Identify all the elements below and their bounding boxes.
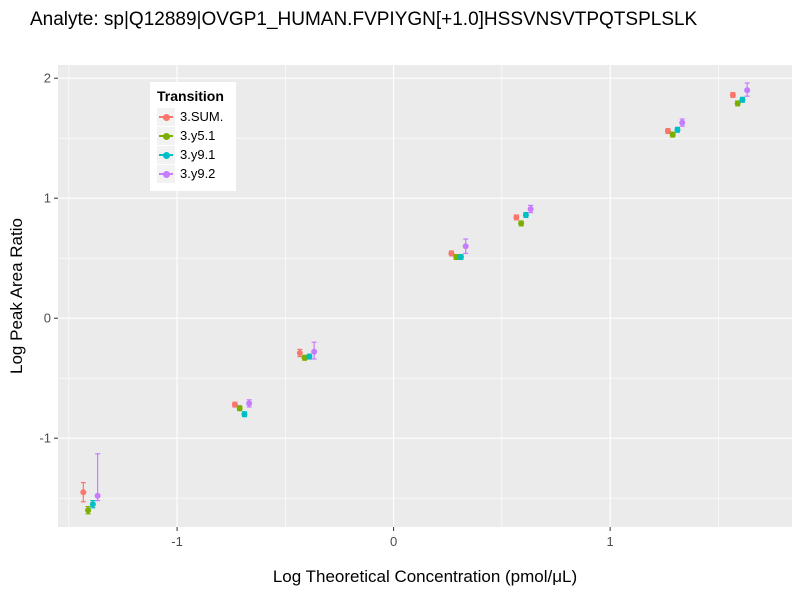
data-point — [246, 400, 253, 407]
data-point — [462, 243, 469, 250]
data-point — [518, 220, 525, 227]
y-tick-label: -1 — [39, 431, 51, 446]
x-axis-title: Log Theoretical Concentration (pmol/μL) — [272, 567, 578, 586]
legend-item: 3.SUM. — [157, 107, 224, 126]
data-point — [527, 206, 534, 212]
data-point — [457, 254, 464, 260]
legend-label: 3.SUM. — [180, 109, 224, 124]
legend-label: 3.y9.1 — [180, 147, 216, 162]
legend-key-dot — [163, 113, 170, 121]
data-point — [80, 489, 87, 496]
data-point — [734, 100, 741, 107]
data-point — [669, 131, 676, 138]
data-point — [744, 87, 751, 94]
chart-title: Analyte: sp|Q12889|OVGP1_HUMAN.FVPIYGN[+… — [30, 9, 698, 30]
data-point — [296, 350, 303, 356]
y-tick-label: 0 — [44, 311, 51, 326]
y-tick-label: 1 — [44, 191, 51, 206]
data-point — [89, 501, 96, 508]
legend-key-icon — [157, 164, 175, 183]
legend: Transition 3.SUM. 3.y5.1 3.y9.1 — [150, 82, 236, 191]
legend-item: 3.y5.1 — [157, 126, 224, 145]
data-point — [522, 212, 529, 218]
data-point — [674, 126, 681, 133]
legend-title: Transition — [157, 88, 224, 104]
x-tick-label: -1 — [171, 534, 183, 549]
x-tick-label: 1 — [607, 534, 614, 549]
data-point — [301, 354, 308, 361]
data-point — [664, 128, 671, 134]
legend-label: 3.y9.2 — [180, 166, 216, 181]
data-point — [729, 92, 736, 98]
x-tick-label: 0 — [390, 534, 397, 549]
data-point — [241, 411, 248, 418]
data-point — [448, 250, 455, 257]
data-point — [679, 119, 686, 126]
data-point — [513, 214, 520, 221]
data-point — [94, 492, 101, 499]
data-point — [739, 96, 746, 103]
legend-key-icon — [157, 145, 175, 164]
y-tick-label: 2 — [44, 71, 51, 86]
legend-item: 3.y9.1 — [157, 145, 224, 164]
legend-key-dot — [163, 132, 170, 140]
legend-key-icon — [157, 107, 175, 126]
legend-key-dot — [163, 151, 170, 159]
y-axis-title: Log Peak Area Ratio — [7, 218, 26, 374]
data-point — [311, 348, 318, 355]
data-point — [306, 353, 313, 360]
data-point — [453, 254, 460, 260]
legend-label: 3.y5.1 — [180, 128, 216, 143]
legend-key-dot — [163, 170, 170, 178]
data-point — [236, 405, 243, 412]
data-point — [231, 401, 238, 408]
legend-key-icon — [157, 126, 175, 145]
data-point — [85, 507, 92, 514]
legend-item: 3.y9.2 — [157, 164, 224, 183]
